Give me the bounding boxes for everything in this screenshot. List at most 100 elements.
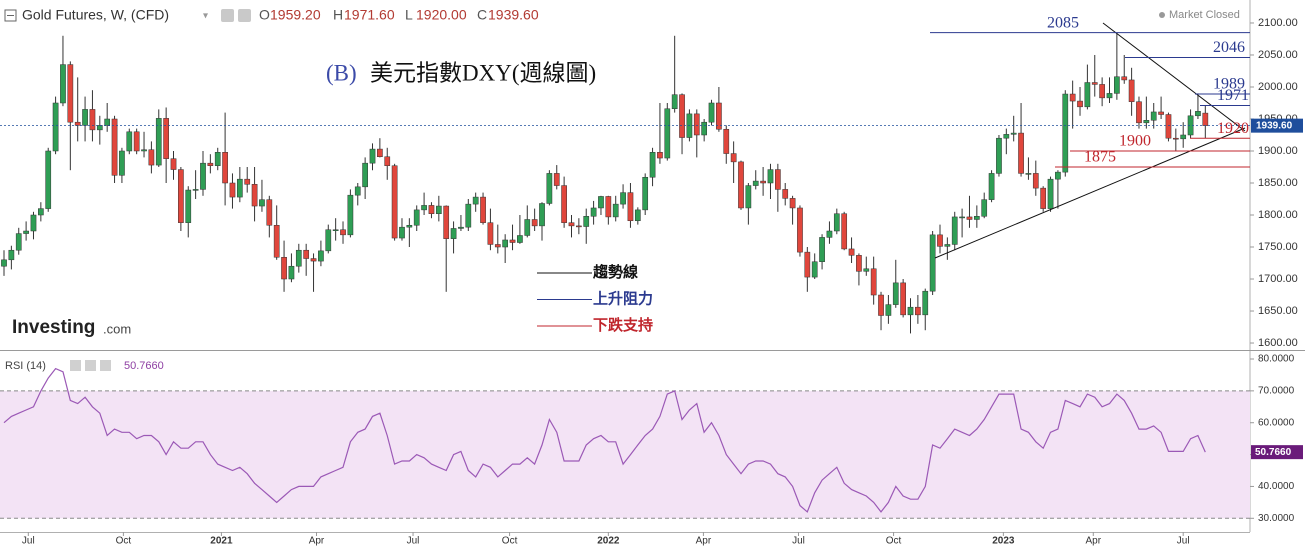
y-tick-label: 1900.00 [1258,145,1298,157]
candle-body [922,290,929,316]
ohlc-value: 1939.60 [488,7,539,23]
candle-body [649,152,656,178]
candle-body [826,230,833,238]
candle-body [627,192,634,222]
candle-body [892,282,899,305]
logo-name: Investing [12,317,95,338]
y-tick-label: 1800.00 [1258,209,1298,221]
rsi-last-box [1251,445,1303,460]
ohlc-key: H [333,7,343,23]
candle-body [236,178,243,198]
candle-body [89,109,96,131]
candle-body [767,169,774,184]
y-tick-label: 2050.00 [1258,49,1298,61]
candle-body [590,207,597,217]
candle-body [576,225,582,228]
candle-body [8,249,15,261]
candle-body [760,180,766,184]
candle-body [752,180,759,186]
candle-body [406,224,413,228]
y-tick-label: 1700.00 [1258,273,1298,285]
candle-body [207,162,214,166]
candle-body [804,251,811,278]
candle-body [185,189,192,223]
legend-label: 上升阻力 [593,289,653,307]
dropdown-arrow[interactable]: ▾ [203,11,208,22]
rsi-y-tick-label: 70.0000 [1258,386,1295,397]
candle-body [1150,111,1157,121]
candle-body [318,250,324,262]
candle-body [465,203,472,228]
candle-body [399,226,405,239]
settings-icon[interactable] [238,9,251,22]
candle-body [1114,76,1120,94]
candle-body [303,249,310,259]
candle-body [988,173,995,200]
x-tick-label: Apr [696,536,712,547]
candle-body [937,234,943,247]
candle-body [1128,79,1135,102]
candle-body [428,205,435,214]
level-label: 1900 [1119,133,1151,150]
candle-body [568,222,575,227]
candle-body [494,244,501,248]
x-tick-label: 2021 [210,536,233,547]
plot-area [0,22,1250,519]
candle-body [1195,111,1201,117]
candle-body [96,125,103,131]
candle-body [517,235,523,243]
candle-body [288,265,295,280]
x-tick-label: Jul [407,536,420,547]
candle-body [347,194,354,236]
candle-body [1099,84,1105,99]
candle-body [598,196,604,209]
eye-icon[interactable] [221,9,234,22]
rsi-close-icon[interactable] [100,360,111,371]
candle-body [133,131,140,152]
candle-body [841,213,848,250]
y-tick-label: 1600.00 [1258,337,1298,349]
legend-label: 下跌支持 [593,316,653,334]
ohlc-key: O [259,7,270,23]
x-tick-label: Oct [886,536,902,547]
x-tick-label: Jul [1177,536,1190,547]
candle-body [170,158,177,170]
rsi-settings-icon[interactable] [85,360,96,371]
candle-body [996,137,1002,174]
candle-body [833,213,840,232]
candle-body [273,224,280,258]
candle-body [222,152,228,184]
candle-body [119,150,125,176]
candle-body [966,216,973,220]
candle-body [229,182,236,198]
candle-body [259,199,265,207]
rsi-eye-icon[interactable] [70,360,81,371]
candle-body [295,249,302,267]
candle-body [1172,137,1179,140]
candle-body [60,64,66,104]
y-tick-label: 2000.00 [1258,81,1298,93]
candle-body [708,102,715,123]
candle-body [214,152,221,166]
candle-body [1106,93,1113,99]
candle-body [1202,112,1209,126]
candle-body [45,150,52,209]
candle-body [38,208,44,216]
candle-body [1077,100,1083,108]
candle-body [915,306,921,316]
x-tick-label: Jul [22,536,35,547]
candle-body [1055,171,1061,180]
candle-body [1,259,7,267]
y-tick-label: 1850.00 [1258,177,1298,189]
rsi-y-tick-label: 30.0000 [1258,513,1295,524]
candle-body [251,184,258,207]
candle-body [959,216,965,219]
ohlc-value: 1971.60 [344,7,395,23]
ohlc-readout: O 1959.20 H 1971.60 L 1920.00 C 1939.60 [259,7,539,23]
candle-body [480,196,486,223]
candle-body [377,148,383,158]
candle-body [82,109,88,126]
collapse-icon[interactable] [4,9,17,22]
level-label: 1989 [1213,76,1245,93]
